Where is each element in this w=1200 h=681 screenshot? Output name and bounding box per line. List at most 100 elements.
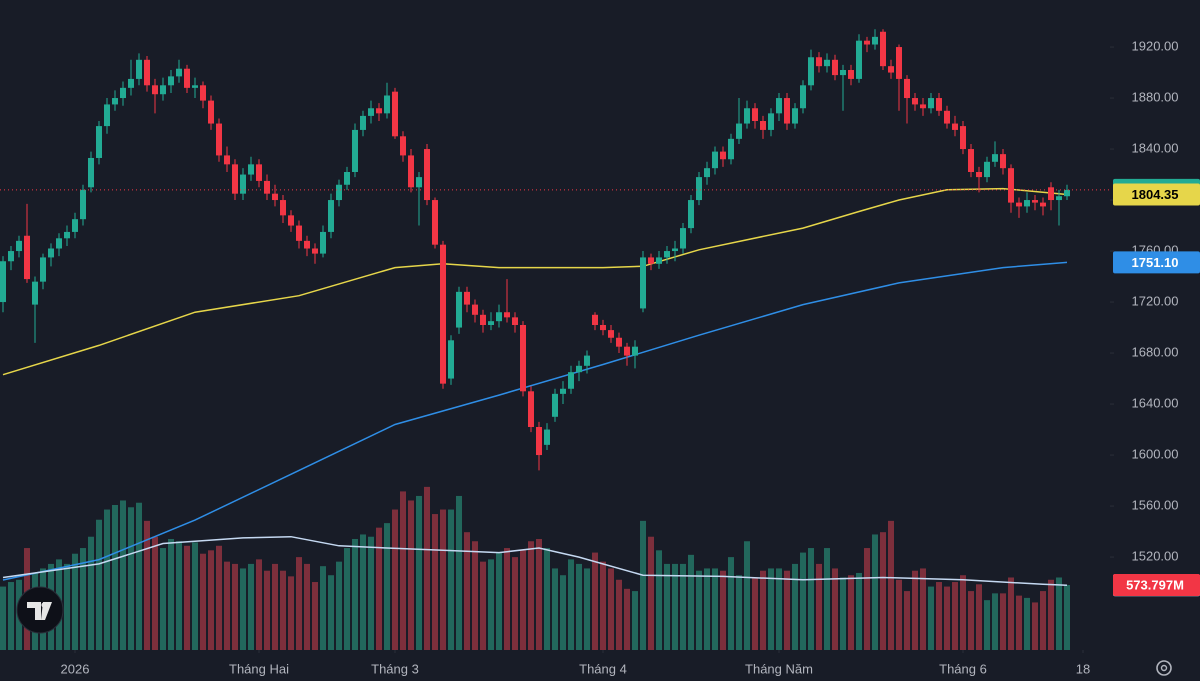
volume-bar bbox=[624, 588, 630, 650]
volume-bar bbox=[576, 563, 582, 650]
volume-bar bbox=[272, 563, 278, 650]
x-tick-label: 18 bbox=[1076, 661, 1090, 676]
candle-body bbox=[744, 108, 750, 124]
candle-body bbox=[752, 108, 758, 121]
candle-body bbox=[328, 200, 334, 232]
moving-average bbox=[2, 187, 1068, 376]
price-badge-label: 1751.10 bbox=[1132, 255, 1179, 270]
candle-body bbox=[112, 98, 118, 105]
candle-body bbox=[992, 154, 998, 162]
candle-body bbox=[864, 40, 870, 45]
x-tick-label: Tháng 4 bbox=[579, 661, 627, 676]
candle-body bbox=[232, 164, 238, 194]
volume-bar bbox=[64, 563, 70, 650]
y-tick-label: 1720.00 bbox=[1132, 293, 1179, 308]
candle-body bbox=[80, 189, 86, 220]
candle-body bbox=[728, 138, 734, 160]
volume-bar bbox=[1048, 579, 1054, 650]
volume-bar bbox=[968, 591, 974, 650]
candle-body bbox=[64, 231, 70, 239]
candle-body bbox=[776, 98, 782, 114]
price-badge bbox=[1113, 574, 1200, 597]
candle-body bbox=[432, 200, 438, 245]
volume-bar bbox=[896, 579, 902, 650]
candle-body bbox=[640, 257, 646, 309]
volume-bar bbox=[880, 532, 886, 650]
volume-bar bbox=[864, 548, 870, 650]
candle-body bbox=[984, 161, 990, 178]
candle-body bbox=[488, 321, 494, 325]
volume-bar bbox=[160, 548, 166, 650]
volume-bar bbox=[904, 591, 910, 650]
candle-body bbox=[1056, 196, 1062, 201]
candle-body bbox=[712, 151, 718, 169]
volume-bar bbox=[672, 563, 678, 650]
y-tick-label: 1960.00 bbox=[1132, 0, 1179, 2]
volume-bar bbox=[720, 570, 726, 650]
volume-bar bbox=[640, 520, 646, 650]
candle-body bbox=[840, 69, 846, 76]
candle-body bbox=[336, 184, 342, 201]
candle-body bbox=[768, 113, 774, 130]
volume-bar bbox=[408, 500, 414, 650]
volume-bar bbox=[840, 577, 846, 650]
x-tick-label: Tháng 6 bbox=[939, 661, 987, 676]
tv-logo[interactable] bbox=[16, 586, 64, 634]
candle-body bbox=[1064, 189, 1070, 197]
candle-body bbox=[360, 115, 366, 130]
volume-bar bbox=[256, 559, 262, 650]
candle-body bbox=[192, 85, 198, 88]
volume-bar bbox=[528, 541, 534, 650]
volume-bar bbox=[520, 550, 526, 650]
volume-bar bbox=[888, 520, 894, 650]
volume-bar bbox=[816, 563, 822, 650]
volume-bar bbox=[368, 536, 374, 650]
volume-bar bbox=[432, 514, 438, 650]
candle-body bbox=[632, 346, 638, 356]
settings-icon[interactable] bbox=[1156, 660, 1172, 676]
candle-body bbox=[912, 98, 918, 105]
volume-bar bbox=[264, 570, 270, 650]
candle-body bbox=[976, 171, 982, 178]
volume-bar bbox=[344, 548, 350, 650]
y-tick-label: 1560.00 bbox=[1132, 497, 1179, 512]
volume-bar bbox=[112, 505, 118, 650]
candle-body bbox=[1040, 202, 1046, 207]
candle-body bbox=[48, 248, 54, 258]
volume-bar bbox=[224, 561, 230, 650]
candle-body bbox=[944, 110, 950, 124]
candle-body bbox=[680, 228, 686, 249]
candle-body bbox=[880, 31, 886, 67]
candle-body bbox=[96, 126, 102, 158]
candle-body bbox=[848, 69, 854, 79]
candle-body bbox=[672, 248, 678, 252]
volume-bar bbox=[504, 548, 510, 650]
volume-bar bbox=[72, 553, 78, 650]
volume-bar bbox=[464, 532, 470, 650]
volume-bar bbox=[304, 563, 310, 650]
candle-body bbox=[512, 317, 518, 325]
candle-body bbox=[256, 164, 262, 181]
x-tick-label: Tháng Hai bbox=[229, 661, 289, 676]
volume-bar bbox=[456, 495, 462, 650]
candle-body bbox=[648, 257, 654, 264]
volume-bar bbox=[296, 557, 302, 650]
volume-bar bbox=[240, 568, 246, 650]
volume-bar bbox=[768, 568, 774, 650]
candle-body bbox=[720, 151, 726, 160]
candle-body bbox=[416, 177, 422, 188]
candle-body bbox=[368, 108, 374, 116]
candle-body bbox=[936, 98, 942, 111]
volume-bar bbox=[104, 509, 110, 650]
volume-bar bbox=[536, 538, 542, 650]
volume-bar bbox=[88, 536, 94, 650]
candle-body bbox=[144, 59, 150, 86]
candle-body bbox=[72, 219, 78, 232]
volume-bar bbox=[608, 568, 614, 650]
volume-bar bbox=[736, 575, 742, 650]
volume-bar bbox=[544, 548, 550, 650]
candle-body bbox=[224, 155, 230, 165]
gear bbox=[1156, 660, 1172, 676]
volume-bar bbox=[152, 536, 158, 650]
